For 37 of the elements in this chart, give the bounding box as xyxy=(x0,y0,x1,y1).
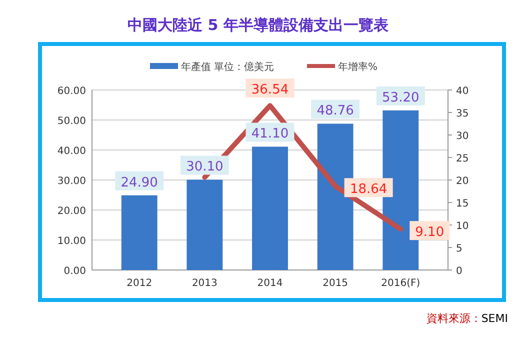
y2-tick-label: 40 xyxy=(456,86,469,97)
data-label: 18.64 xyxy=(350,182,388,198)
chart-title: 中國大陸近 5 年半導體設備支出一覽表 xyxy=(128,16,390,34)
y-tick-label: 30.00 xyxy=(57,176,86,187)
source-note: 資料來源：SEMI xyxy=(426,312,508,325)
data-label: 41.10 xyxy=(251,126,289,142)
data-label: 30.10 xyxy=(186,160,224,175)
data-label: 53.20 xyxy=(382,90,420,106)
x-tick-label: 2015 xyxy=(322,278,348,289)
y2-tick-label: 15 xyxy=(456,198,469,210)
y2-tick-label: 0 xyxy=(456,266,462,277)
bar xyxy=(186,180,223,270)
y-tick-label: 40.00 xyxy=(57,146,86,157)
y-tick-label: 0.00 xyxy=(64,266,86,277)
y-tick-label: 10.00 xyxy=(57,236,86,247)
bar xyxy=(121,195,158,270)
x-tick-label: 2013 xyxy=(192,278,218,289)
legend-label: 年增率% xyxy=(338,61,378,73)
x-tick-label: 2012 xyxy=(126,278,152,289)
y2-tick-label: 5 xyxy=(456,244,462,254)
y2-tick-label: 30 xyxy=(456,131,469,142)
bar xyxy=(317,124,354,270)
data-label: 9.10 xyxy=(415,225,444,240)
bar xyxy=(252,146,288,270)
y2-tick-label: 35 xyxy=(456,108,469,120)
data-label: 48.76 xyxy=(316,104,354,119)
x-tick-label: 2014 xyxy=(257,278,283,289)
y-tick-label: 20.00 xyxy=(57,206,86,217)
y-tick-label: 50.00 xyxy=(57,116,86,127)
data-label: 24.90 xyxy=(120,175,158,190)
y-tick-label: 60.00 xyxy=(57,86,86,97)
y2-tick-label: 20 xyxy=(456,176,469,187)
legend-label: 年產值 單位：億美元 xyxy=(181,61,274,73)
data-label: 36.54 xyxy=(251,82,289,98)
y2-tick-label: 25 xyxy=(456,154,469,164)
y2-tick-label: 10 xyxy=(456,221,469,232)
x-tick-label: 2016(F) xyxy=(381,278,420,289)
